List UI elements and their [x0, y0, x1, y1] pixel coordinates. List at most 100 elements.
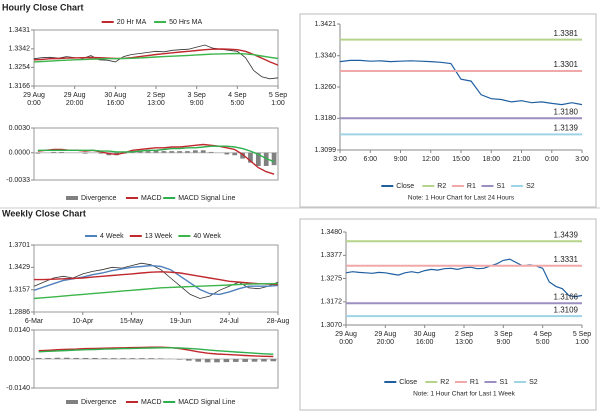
series-line	[37, 145, 275, 163]
series-line	[34, 271, 279, 286]
x-tick-label: 30 Aug	[414, 331, 436, 338]
x-tick-label: 20:00	[66, 100, 84, 107]
section-title: Weekly Close Chart	[2, 208, 86, 218]
x-tick-label: 15:00	[452, 156, 470, 163]
divergence-bar	[261, 359, 267, 362]
x-tick-label: 4 Sep	[228, 92, 246, 99]
x-tick-label: 0:00	[27, 100, 41, 107]
y-tick-label: 1.3342	[9, 46, 31, 53]
divergence-bar	[59, 151, 64, 153]
legend-label: MACD Signal Line	[178, 399, 235, 406]
series-line	[33, 282, 279, 300]
legend-label: 20 Hr MA	[117, 19, 147, 26]
x-tick-label: 5:00	[231, 100, 245, 107]
divergence-bar	[148, 358, 155, 359]
divergence-bar	[153, 150, 159, 153]
y-tick-label: 1.3099	[315, 147, 337, 154]
level-label: 1.3439	[554, 230, 579, 239]
divergence-bar	[98, 152, 104, 154]
x-tick-label: 21:00	[513, 156, 531, 163]
level-label: 1.3109	[554, 305, 579, 314]
x-tick-label: 18:00	[482, 156, 500, 163]
legend-label: 40 Week	[193, 233, 221, 240]
y-tick-label: 1.3172	[321, 299, 343, 306]
y-tick-label: 1.3157	[9, 287, 31, 294]
chart-note: Note: 1 Hour Chart for Last 1 Week	[413, 391, 516, 398]
x-tick-label: 29 Aug	[374, 331, 396, 338]
legend-label: R2	[440, 379, 449, 386]
series-line	[33, 52, 279, 63]
legend-label: R2	[437, 183, 446, 190]
level-label: 1.3381	[554, 29, 579, 38]
chart-note: Note: 1 Hour Chart for Last 24 Hours	[408, 195, 515, 202]
y-tick-label: 0.0140	[9, 327, 31, 334]
x-tick-label: 20:00	[377, 339, 395, 346]
panel-frame	[299, 218, 597, 411]
x-tick-label: 29 Aug	[335, 331, 357, 338]
divergence-bar	[54, 357, 61, 359]
divergence-bar	[82, 152, 88, 154]
legend-label: Close	[396, 183, 414, 190]
divergence-bar	[200, 150, 206, 153]
x-tick-label: 3 Sep	[494, 331, 512, 338]
divergence-bar	[169, 151, 175, 153]
y-tick-label: 1.3431	[9, 27, 31, 34]
divergence-bar	[129, 358, 136, 359]
x-tick-label: 6-Mar	[25, 318, 44, 325]
divergence-bar	[101, 358, 108, 359]
x-tick-label: 30 Aug	[104, 92, 126, 99]
series-line	[33, 264, 279, 296]
legend-label: MACD	[141, 399, 162, 406]
divergence-bar	[208, 151, 214, 153]
divergence-bar	[248, 152, 253, 163]
legend-swatch	[66, 196, 78, 200]
y-tick-label: 1.3340	[315, 53, 337, 60]
divergence-bar	[195, 359, 202, 362]
x-tick-label: 9:00	[190, 100, 204, 107]
divergence-bar	[263, 152, 269, 166]
y-tick-label: 1.3701	[9, 242, 31, 249]
legend-swatch	[66, 400, 78, 404]
divergence-bar	[73, 357, 80, 359]
divergence-bar	[110, 358, 117, 359]
level-label: 1.3166	[554, 292, 579, 301]
divergence-bar	[64, 357, 70, 359]
divergence-bar	[185, 151, 190, 153]
divergence-bar	[223, 359, 230, 363]
y-tick-label: 1.3429	[9, 264, 31, 271]
section-title: Hourly Close Chart	[2, 2, 84, 12]
x-tick-label: 2 Sep	[147, 92, 165, 99]
y-tick-label: -0.0033	[6, 177, 30, 184]
divergence-bar	[139, 358, 145, 359]
y-tick-label: 1.2886	[9, 309, 31, 316]
divergence-bar	[242, 359, 248, 362]
legend-label: 13 Week	[145, 233, 173, 240]
x-tick-label: 16:00	[416, 339, 434, 346]
series-line	[33, 48, 279, 66]
level-label: 1.3331	[554, 255, 579, 264]
x-tick-label: 3 Sep	[188, 92, 206, 99]
x-tick-label: 9:00	[497, 339, 511, 346]
x-tick-label: 0:00	[545, 156, 559, 163]
x-tick-label: 5 Sep	[573, 331, 591, 338]
level-label: 1.3139	[554, 123, 579, 132]
divergence-bar	[214, 359, 220, 363]
x-tick-label: 6:00	[363, 156, 377, 163]
divergence-bar	[82, 357, 89, 359]
divergence-bar	[45, 357, 51, 359]
legend-label: S1	[497, 183, 506, 190]
divergence-bar	[51, 151, 57, 153]
x-tick-label: 5:00	[536, 339, 550, 346]
series-line	[37, 143, 275, 175]
y-tick-label: -0.0140	[6, 385, 30, 392]
legend-label: Divergence	[81, 399, 117, 406]
x-tick-label: 4 Sep	[534, 331, 552, 338]
x-tick-label: 29 Aug	[23, 92, 45, 99]
level-label: 1.3180	[554, 107, 579, 116]
y-tick-label: 1.3260	[315, 84, 337, 91]
y-tick-label: 1.3070	[321, 322, 343, 329]
x-tick-label: 19-Jun	[170, 318, 192, 325]
y-tick-label: 0.0030	[9, 125, 31, 132]
divergence-bar	[224, 152, 230, 155]
divergence-bar	[232, 359, 239, 362]
